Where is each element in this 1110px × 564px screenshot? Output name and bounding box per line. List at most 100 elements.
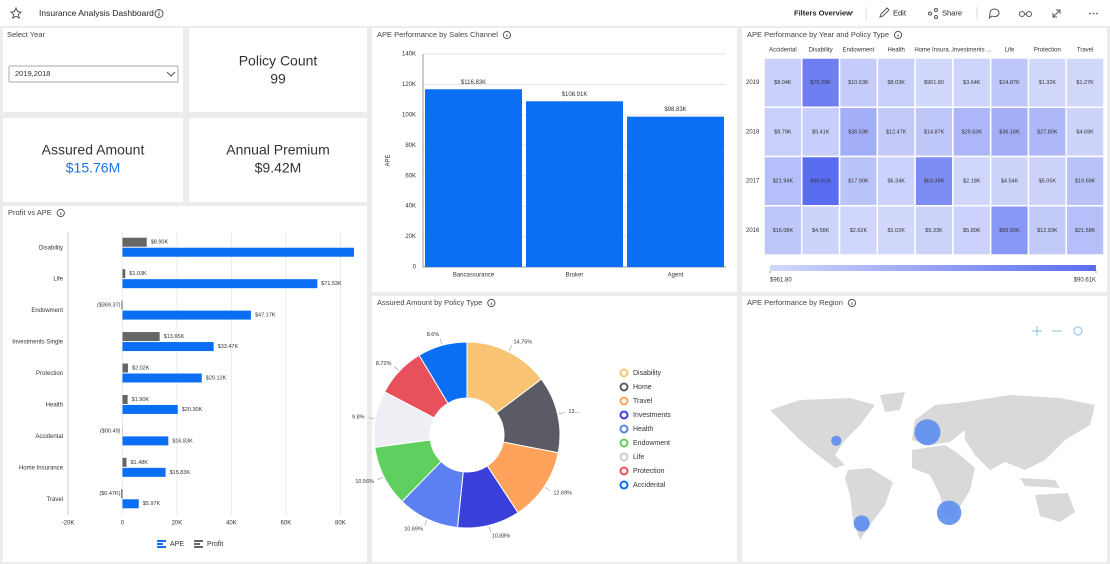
comment-icon[interactable] <box>988 8 1000 20</box>
heat-cell <box>801 205 841 256</box>
edit-button[interactable]: Edit <box>893 8 907 17</box>
legend-item[interactable]: Profit <box>194 540 223 548</box>
legend-swatch <box>194 543 201 545</box>
bar-value-label: $1.90K <box>132 397 150 403</box>
bar-value-label: $108.91K <box>562 92 588 98</box>
legend-item[interactable]: Protection <box>619 466 665 476</box>
view-icon[interactable] <box>1019 11 1032 17</box>
row-label: 2016 <box>746 228 760 234</box>
cell-label: $19.69K <box>1075 179 1096 185</box>
year-select-value: 2019,2018 <box>15 69 50 78</box>
color-bar-label: $961.80 <box>770 278 792 284</box>
legend-label: Home <box>633 384 652 391</box>
bar <box>122 363 128 373</box>
info-icon[interactable] <box>487 298 496 308</box>
bar-value-label: $13.65K <box>164 334 185 340</box>
heat-cell <box>989 106 1030 158</box>
legend-item[interactable]: APE <box>157 540 184 548</box>
bar-value-label: ($90.49) <box>100 428 121 434</box>
heat-cell <box>838 57 879 108</box>
favorite-icon[interactable] <box>9 6 23 19</box>
year-select[interactable] <box>8 65 179 83</box>
info-icon[interactable] <box>502 30 512 40</box>
heat-cell <box>952 205 992 256</box>
legend-item[interactable]: Endowment <box>619 438 671 448</box>
column-label: Disability <box>809 48 833 54</box>
y-tick-label: 20K <box>405 234 416 240</box>
panel-title: APE Performance by Sales Channel <box>377 30 498 39</box>
expand-icon[interactable] <box>1052 9 1061 18</box>
cell-label: $75.29K <box>810 80 831 86</box>
info-icon[interactable] <box>893 30 903 40</box>
edit-icon[interactable] <box>879 7 890 18</box>
legend-item[interactable]: Accidental <box>619 480 666 490</box>
category-label: Health <box>46 403 63 409</box>
cell-label: $1.32K <box>1039 80 1057 86</box>
heat-cell <box>838 155 879 207</box>
legend-item[interactable]: Health <box>619 424 654 434</box>
more-icon[interactable] <box>1089 12 1098 15</box>
info-icon[interactable] <box>154 9 164 18</box>
bar <box>122 342 214 352</box>
leader-line <box>394 366 399 371</box>
leader-line <box>368 417 375 419</box>
share-button[interactable]: Share <box>942 8 962 17</box>
x-tick-label: -20K <box>62 521 75 527</box>
x-tick-label: 40K <box>226 521 237 527</box>
legend-item[interactable]: Investments <box>619 410 672 420</box>
heat-cell <box>876 205 916 256</box>
legend-label: APE <box>170 541 184 548</box>
kpi-value: $15.76M <box>66 160 120 176</box>
cell-label: $10.63K <box>848 80 869 86</box>
cell-label: $4.69K <box>1076 129 1094 135</box>
legend-item[interactable]: Life <box>619 452 645 462</box>
legend-item[interactable]: Travel <box>619 396 653 406</box>
column-label: Protection <box>1034 48 1061 54</box>
bar <box>122 457 127 467</box>
legend-item[interactable]: Home <box>619 382 652 392</box>
cell-label: $4.54K <box>1001 179 1019 185</box>
bar <box>122 467 166 477</box>
info-icon[interactable] <box>847 298 856 308</box>
filter-label: Select Year <box>7 30 45 39</box>
heat-cell <box>1027 205 1067 256</box>
cell-label: $12.93K <box>1037 228 1058 234</box>
bar <box>425 89 522 268</box>
donut-slice <box>418 341 468 404</box>
bar <box>122 279 318 289</box>
filters-overview-button[interactable]: Filters Overview <box>794 8 852 17</box>
column-label: Accidental <box>769 48 797 54</box>
cell-label: $36.53K <box>848 129 869 135</box>
cell-label: $3.64K <box>963 80 981 86</box>
cell-label: $90.61K <box>810 179 831 185</box>
share-icon[interactable] <box>928 8 938 19</box>
info-icon[interactable] <box>56 208 65 218</box>
legend-label: Accidental <box>633 482 666 489</box>
heat-cell <box>989 205 1030 256</box>
y-tick-label: 40K <box>405 204 416 210</box>
cell-label: $21.94K <box>773 179 794 185</box>
leader-line <box>508 345 512 352</box>
y-axis-label: APE <box>386 154 392 166</box>
legend-item[interactable]: Disability <box>619 368 662 378</box>
map-zoom-controls[interactable] <box>1032 326 1083 336</box>
leader-line <box>377 476 384 481</box>
legend-label: Life <box>633 454 644 461</box>
legend-swatch <box>157 543 163 545</box>
cell-label: $29.63K <box>962 129 983 135</box>
kpi-label: Assured Amount <box>42 142 145 158</box>
legend-marker <box>619 424 629 434</box>
bar <box>122 373 202 383</box>
legend-label: Investments <box>633 412 671 419</box>
cell-label: $5.80K <box>963 228 981 234</box>
legend-marker <box>619 438 629 448</box>
y-tick-label: 60K <box>405 173 416 179</box>
panel-title: APE Performance by Year and Policy Type <box>747 30 889 39</box>
bar-value-label: $33.47K <box>218 344 239 350</box>
info-icon-ring <box>847 298 856 308</box>
heat-cell <box>952 106 992 158</box>
column-label: Investments ... <box>952 48 991 54</box>
bar-value-label: $29.12K <box>206 375 227 381</box>
slice-label: 10.56% <box>355 479 374 485</box>
